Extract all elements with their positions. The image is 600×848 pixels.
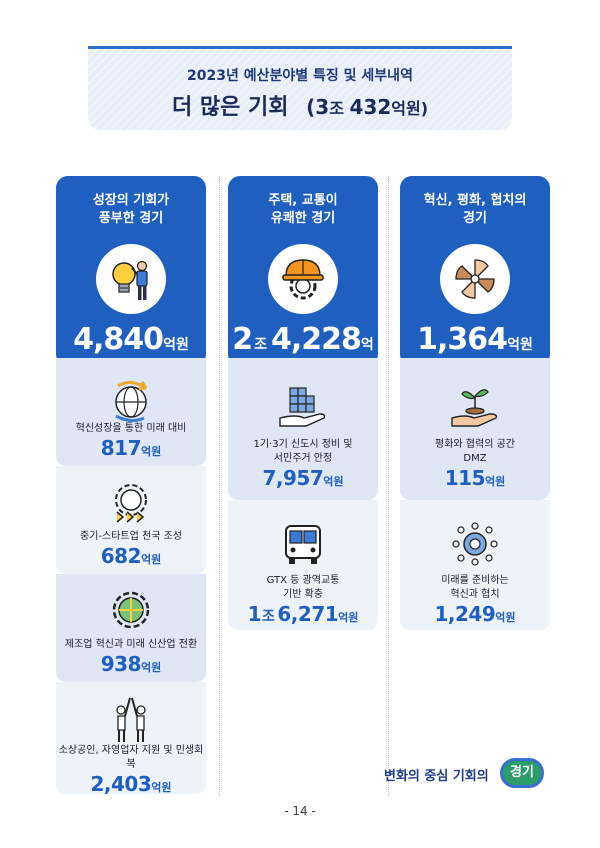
column-divider <box>388 176 389 796</box>
item-label: 혁신성장을 통한 미래 대비 <box>75 423 187 434</box>
footer-badge: 경기 <box>500 758 544 788</box>
item-label-line2: 기반 확충 <box>283 589 323 600</box>
list-item: 1기·3기 신도시 정비 및 서민주거 안정 7,957억원 <box>228 358 378 500</box>
item-label: 중기-스타트업 천국 조성 <box>80 531 182 542</box>
column-growth: 성장의 기회가 풍부한 경기 4,840억원 혁신성장을 통한 미래 대비 <box>56 176 206 796</box>
banner-title: 더 많은 기회 (3조 432억원) <box>88 89 512 121</box>
item-label: 소상공인, 자영업자 지원 및 민생회복 <box>58 745 204 770</box>
item-label: GTX 등 광역교통 <box>266 575 340 586</box>
hand-blocks-icon <box>279 387 326 427</box>
item-value: 1조 6,271억원 <box>247 602 359 626</box>
item-label-line2: 혁신과 협치 <box>450 589 500 600</box>
list-item: 중기-스타트업 천국 조성 682억원 <box>56 466 206 574</box>
column-title: 주택, 교통이 유쾌한 경기 <box>268 193 338 226</box>
footer-logo: 변화의 중심 기회의 경기 <box>384 756 560 790</box>
hardhat-gear-icon <box>268 244 338 314</box>
globe-arrows-icon <box>115 381 148 422</box>
hand-sprout-icon <box>451 389 498 427</box>
item-value: 817억원 <box>100 436 162 460</box>
item-label-line2: DMZ <box>463 453 487 464</box>
list-item: 혁신성장을 통한 미래 대비 817억원 <box>56 358 206 466</box>
footer-slogan: 변화의 중심 기회의 <box>384 769 489 784</box>
column-header: 혁신, 평화, 협치의 경기 1,364억원 <box>400 176 550 366</box>
list-item: 소상공인, 자영업자 지원 및 민생회복 2,403억원 <box>56 682 206 796</box>
list-item: GTX 등 광역교통 기반 확충 1조 6,271억원 <box>228 500 378 630</box>
item-label: 1기·3기 신도시 정비 및 <box>253 439 353 450</box>
banner-title-text: 더 많은 기회 <box>171 95 289 120</box>
item-label-line2: 서민주거 안정 <box>273 453 333 464</box>
column-amount: 1,364억원 <box>417 322 533 357</box>
column-amount: 4,840억원 <box>73 322 189 357</box>
network-people-icon <box>452 522 498 566</box>
item-value: 115억원 <box>444 466 506 490</box>
item-value: 7,957억원 <box>262 466 344 490</box>
item-value: 682억원 <box>100 544 162 568</box>
people-highfive-icon <box>116 697 146 742</box>
column-title: 성장의 기회가 풍부한 경기 <box>92 193 170 226</box>
banner-total: (3조 432억원) <box>306 95 429 119</box>
column-innovation: 혁신, 평화, 협치의 경기 1,364억원 평화와 협력의 공간 DMZ 115… <box>400 176 550 630</box>
item-value: 1,249억원 <box>434 602 516 626</box>
list-item: 미래를 준비하는 혁신과 협치 1,249억원 <box>400 500 550 630</box>
list-item: 평화와 협력의 공간 DMZ 115억원 <box>400 358 550 500</box>
bus-icon <box>285 525 321 564</box>
item-label: 제조업 혁신과 미래 신산업 전환 <box>64 639 198 650</box>
column-divider <box>219 176 220 796</box>
item-label: 미래를 준비하는 <box>441 575 509 586</box>
banner-subtitle: 2023년 예산분야별 특징 및 세부내역 <box>187 68 413 84</box>
gear-chevrons-icon <box>115 484 147 523</box>
lightbulb-person-icon <box>96 244 166 314</box>
list-item: 제조업 혁신과 미래 신산업 전환 938억원 <box>56 574 206 682</box>
item-value: 938억원 <box>100 652 162 676</box>
hands-circle-icon <box>440 244 510 314</box>
item-label: 평화와 협력의 공간 <box>435 439 515 450</box>
item-value: 2,403억원 <box>90 772 172 796</box>
header-banner: 2023년 예산분야별 특징 및 세부내역 더 많은 기회 (3조 432억원) <box>88 46 512 130</box>
page-number: - 14 - <box>284 804 316 818</box>
column-title: 혁신, 평화, 협치의 경기 <box>423 193 527 226</box>
column-header: 성장의 기회가 풍부한 경기 4,840억원 <box>56 176 206 366</box>
gear-puzzle-icon <box>112 591 150 629</box>
